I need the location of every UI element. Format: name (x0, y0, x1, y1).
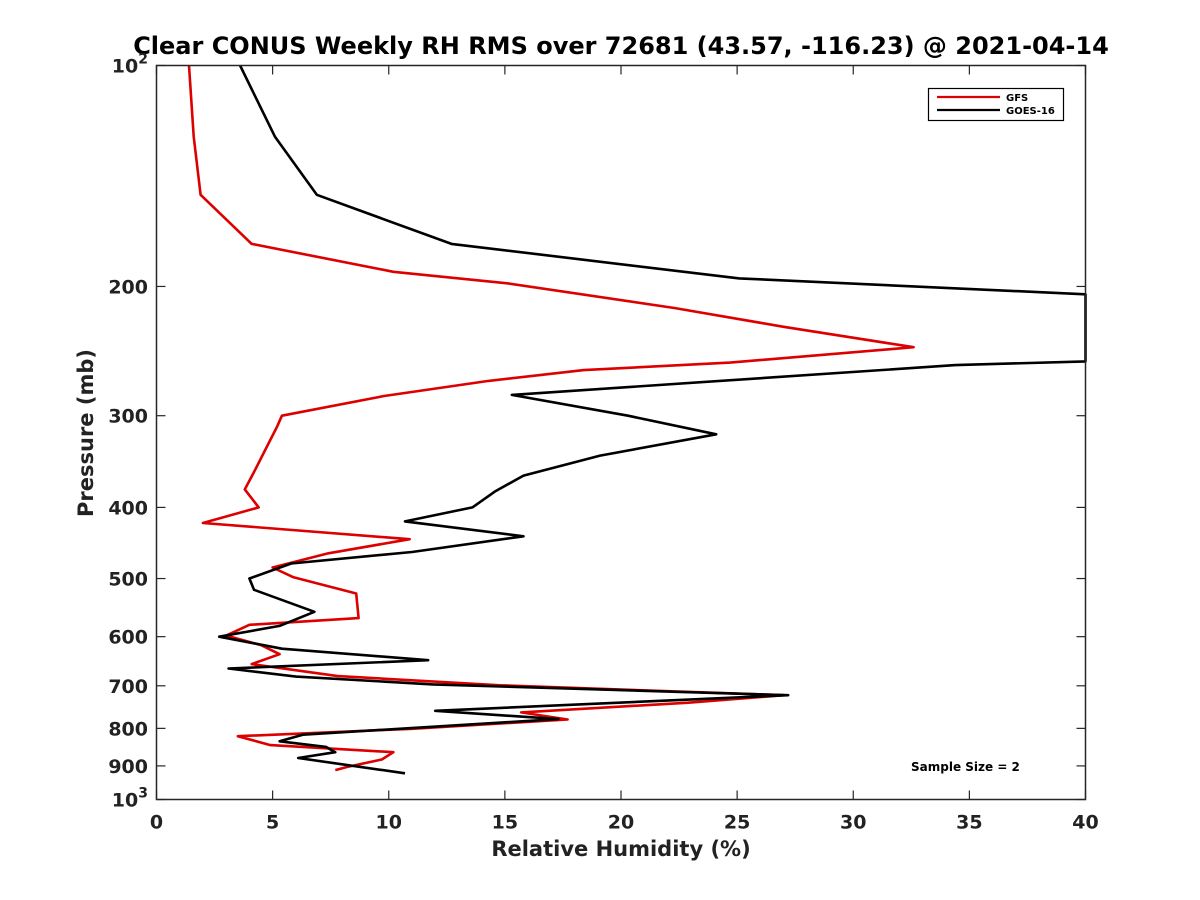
x-tick-label: 30 (840, 812, 866, 834)
y-tick-label: 500 (108, 569, 148, 591)
legend-box (927, 87, 1065, 122)
chart-title: Clear CONUS Weekly RH RMS over 72681 (43… (133, 32, 1109, 60)
y-axis-label: Pressure (mb) (74, 349, 98, 517)
plot-area (187, 64, 1087, 775)
series-line-goes16 (217, 64, 1087, 775)
legend-label-gfs: GFS (1006, 93, 1028, 104)
y-tick-label: 600 (108, 627, 148, 649)
x-tick-label: 40 (1072, 812, 1098, 834)
x-tick-label: 0 (150, 812, 163, 834)
x-axis-label: Relative Humidity (%) (491, 837, 750, 861)
y-tick-label: 200 (108, 276, 148, 298)
x-tick-label: 10 (376, 812, 402, 834)
x-tick-label: 15 (492, 812, 518, 834)
sample-size-annotation: Sample Size = 2 (911, 760, 1020, 774)
y-tick-label: 102 (112, 52, 148, 78)
y-tick-label: 900 (108, 756, 148, 778)
x-tick-label: 25 (724, 812, 750, 834)
y-tick-label: 800 (108, 718, 148, 740)
y-tick-label: 103 (112, 786, 148, 812)
y-tick-label: 700 (108, 676, 148, 698)
x-tick-label: 20 (608, 812, 634, 834)
legend: GFS GOES-16 (927, 87, 1065, 122)
y-tick-label: 300 (108, 406, 148, 428)
y-tick-label: 400 (108, 497, 148, 519)
x-tick-label: 35 (956, 812, 982, 834)
ticks: 0 5 10 15 20 25 30 35 40 102 200 300 400 500 600 700 800… (108, 52, 1098, 834)
x-tick-label: 5 (266, 812, 279, 834)
series-line-gfs (187, 65, 915, 772)
legend-label-goes16: GOES-16 (1006, 106, 1055, 117)
